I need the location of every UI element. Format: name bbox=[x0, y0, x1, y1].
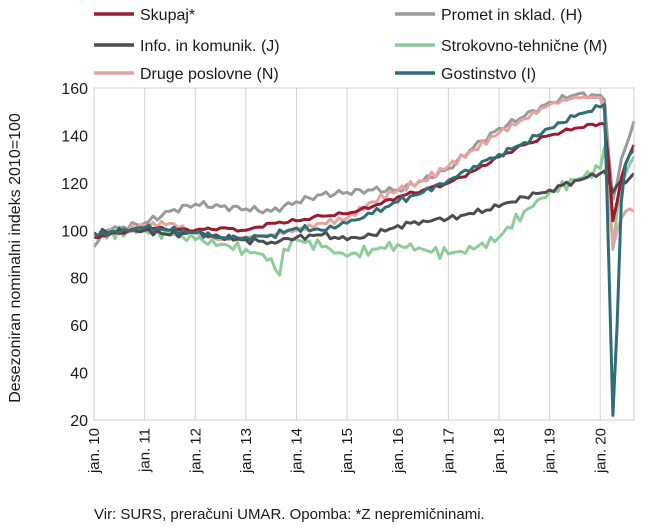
y-tick-label: 120 bbox=[61, 176, 88, 193]
legend-label: Promet in sklad. (H) bbox=[441, 7, 582, 24]
legend-label: Strokovno-tehnične (M) bbox=[441, 38, 607, 55]
y-tick-label: 80 bbox=[70, 271, 88, 288]
x-tick-label: jan. 12 bbox=[187, 428, 204, 474]
x-tick-label: jan. 18 bbox=[491, 428, 508, 474]
x-tick-label: jan. 11 bbox=[137, 428, 154, 473]
chart-series bbox=[92, 91, 636, 417]
y-tick-label: 40 bbox=[70, 366, 88, 383]
series-line-2 bbox=[93, 169, 636, 246]
series-line-4 bbox=[94, 95, 635, 249]
y-tick-label: 60 bbox=[70, 318, 88, 335]
x-tick-label: jan. 14 bbox=[289, 428, 306, 474]
legend-label: Druge poslovne (N) bbox=[140, 66, 279, 83]
x-tick-label: jan. 15 bbox=[339, 428, 356, 474]
y-tick-label: 140 bbox=[61, 128, 88, 145]
y-axis-label: Desezoniran nominalni indeks 2010=100 bbox=[7, 113, 24, 403]
x-tick-label: jan. 10 bbox=[86, 428, 103, 474]
x-tick-label: jan. 16 bbox=[390, 428, 407, 474]
x-axis-ticks: jan. 10 jan. 11 jan. 12 jan. 13 jan. 14 jan. … bbox=[86, 428, 609, 474]
series-line-1 bbox=[92, 91, 636, 248]
y-axis-ticks: 20 40 60 80 100 120 140 160 bbox=[61, 81, 88, 430]
x-tick-label: jan. 19 bbox=[542, 428, 559, 474]
plot-frame bbox=[93, 87, 635, 421]
legend-label: Info. in komunik. (J) bbox=[140, 38, 280, 55]
legend-label: Gostinstvo (I) bbox=[441, 66, 536, 83]
y-tick-label: 20 bbox=[70, 413, 88, 430]
y-tick-label: 100 bbox=[61, 223, 88, 240]
chart-grid bbox=[93, 88, 601, 420]
y-tick-label: 160 bbox=[61, 81, 88, 98]
x-tick-label: jan. 17 bbox=[440, 428, 457, 474]
series-line-3 bbox=[93, 145, 636, 277]
series-line-0 bbox=[93, 122, 636, 240]
chart-legend: Skupaj* Promet in sklad. (H) Info. in komu… bbox=[94, 7, 607, 83]
x-tick-label: jan. 20 bbox=[592, 428, 609, 474]
source-note: Vir: SURS, preračuni UMAR. Opomba: *Z ne… bbox=[94, 506, 485, 523]
x-tick-label: jan. 13 bbox=[238, 428, 255, 474]
series-line-5 bbox=[93, 103, 636, 417]
legend-label: Skupaj* bbox=[140, 7, 195, 24]
